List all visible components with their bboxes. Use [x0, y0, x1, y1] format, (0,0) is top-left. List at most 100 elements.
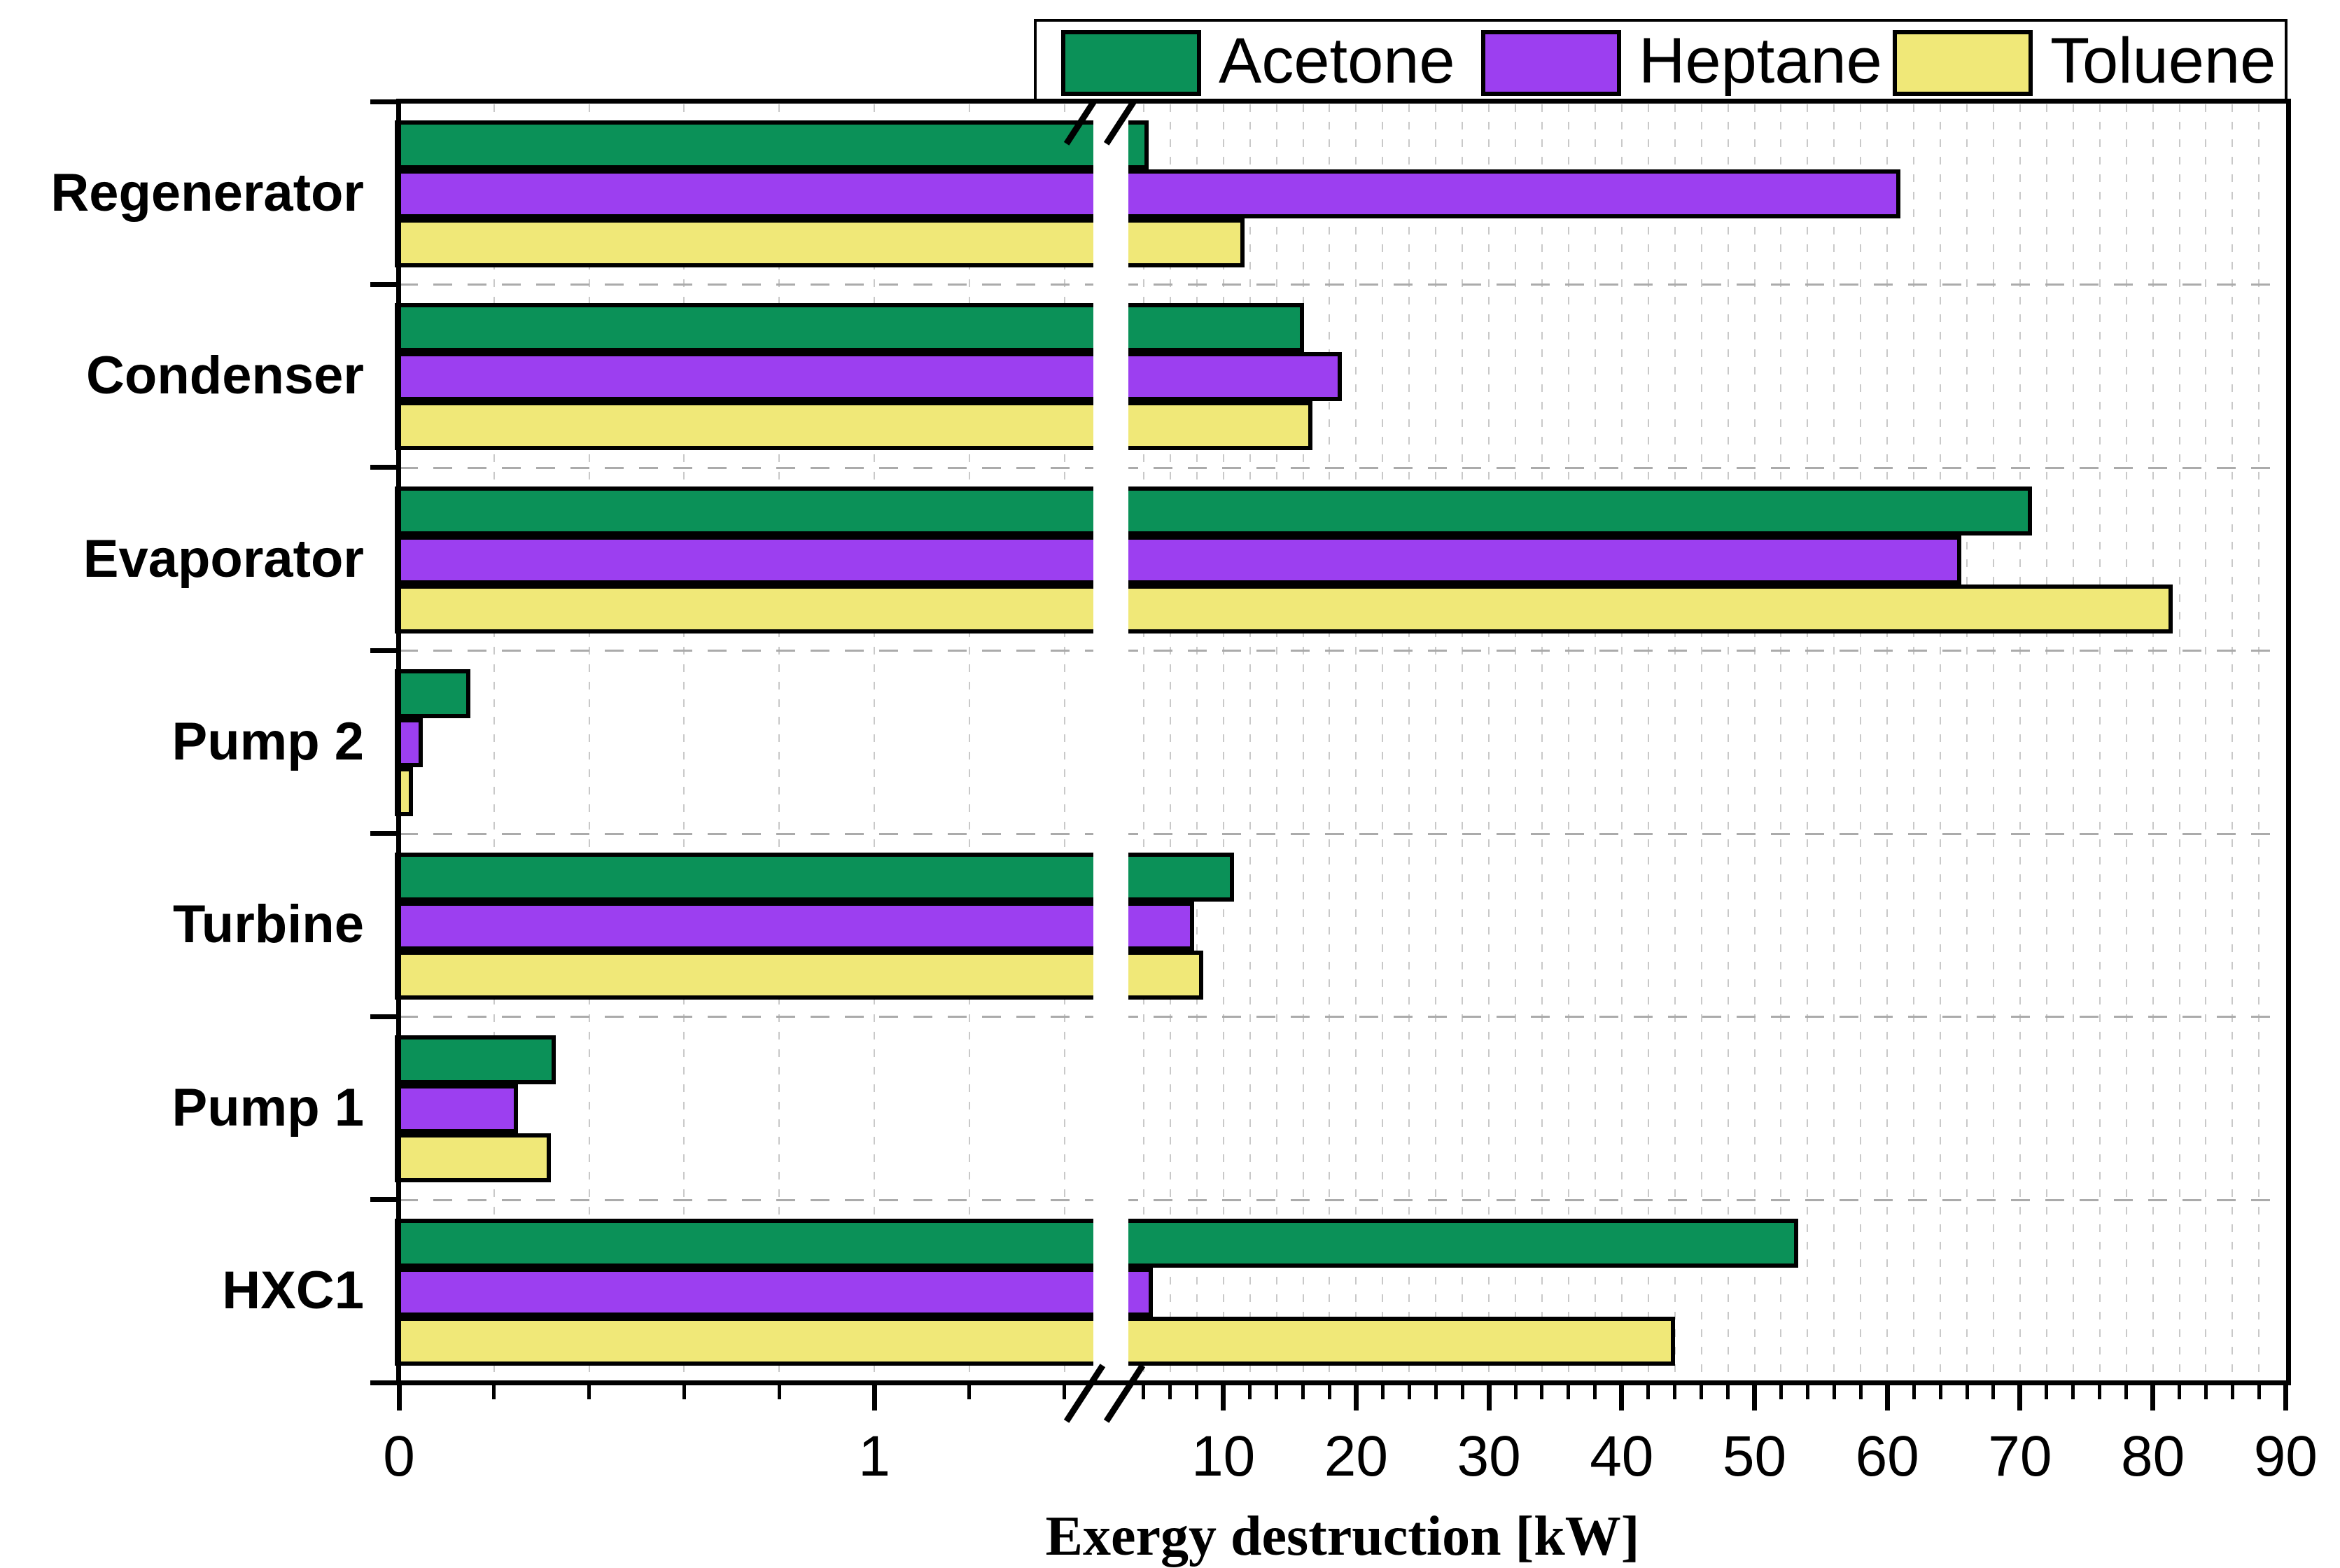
x-minor-tick: [2098, 1385, 2102, 1399]
x-minor-tick: [682, 1385, 686, 1399]
x-minor-tick: [2178, 1385, 2182, 1399]
x-minor-tick: [1248, 1385, 1252, 1399]
legend-label-acetone: Acetone: [1219, 25, 1455, 97]
vertical-gridline: [1594, 104, 1596, 1377]
x-minor-tick: [1063, 1385, 1067, 1399]
x-major-tick: [2150, 1385, 2156, 1410]
vertical-gridline: [1833, 104, 1835, 1377]
x-minor-tick: [1593, 1385, 1597, 1399]
x-tick-label: 10: [1191, 1424, 1256, 1488]
vertical-gridline: [1567, 104, 1569, 1377]
bar-acetone-evaporator: [395, 486, 2032, 536]
x-major-tick: [1884, 1385, 1890, 1410]
y-category-label: HXC1: [222, 1261, 364, 1321]
x-minor-tick: [1726, 1385, 1730, 1399]
vertical-gridline: [1913, 104, 1915, 1377]
x-tick-label: 30: [1457, 1424, 1521, 1488]
vertical-gridline: [1063, 104, 1065, 1377]
x-major-tick: [1752, 1385, 1757, 1410]
vertical-gridline: [2045, 104, 2047, 1377]
x-axis-title: Exergy destruction [kW]: [1045, 1506, 1640, 1567]
vertical-gridline: [1886, 104, 1889, 1377]
vertical-gridline: [1992, 104, 1994, 1377]
bar-heptane-evaporator: [395, 535, 1962, 584]
vertical-gridline: [2178, 104, 2180, 1377]
x-minor-tick: [2204, 1385, 2208, 1399]
x-minor-tick: [1938, 1385, 1942, 1399]
y-major-tick: [370, 1380, 396, 1385]
y-major-tick: [370, 1197, 396, 1203]
x-minor-tick: [2230, 1385, 2234, 1399]
x-minor-tick: [1380, 1385, 1385, 1399]
vertical-gridline: [874, 104, 875, 1377]
x-minor-tick: [1460, 1385, 1464, 1399]
vertical-gridline: [1807, 104, 1809, 1377]
vertical-gridline: [493, 104, 495, 1377]
x-minor-tick: [1142, 1385, 1146, 1399]
y-major-tick: [370, 648, 396, 653]
y-category-label: Evaporator: [83, 528, 364, 589]
bar-toluene-evaporator: [395, 584, 2173, 634]
x-major-tick: [396, 1385, 402, 1410]
x-tick-label: 1: [858, 1424, 890, 1488]
x-minor-tick: [1301, 1385, 1305, 1399]
vertical-gridline: [1860, 104, 1862, 1377]
vertical-gridline: [1329, 104, 1331, 1377]
bar-acetone-pump-1: [395, 1035, 556, 1085]
x-minor-tick: [1168, 1385, 1172, 1399]
horizontal-gridline: [399, 466, 2282, 469]
x-major-tick: [871, 1385, 877, 1410]
vertical-gridline: [1515, 104, 1517, 1377]
vertical-gridline: [1488, 104, 1490, 1377]
vertical-gridline: [1222, 104, 1224, 1377]
y-category-label: Turbine: [172, 895, 364, 955]
y-major-tick: [370, 831, 396, 836]
vertical-gridline: [1355, 104, 1357, 1377]
legend-swatch-toluene: [1893, 30, 2033, 96]
x-minor-tick: [1912, 1385, 1916, 1399]
horizontal-gridline: [399, 650, 2282, 652]
x-minor-tick: [2257, 1385, 2261, 1399]
legend-label-toluene: Toluene: [2050, 25, 2276, 97]
horizontal-gridline: [399, 1198, 2282, 1201]
vertical-gridline: [1647, 104, 1649, 1377]
y-major-tick: [370, 1014, 396, 1019]
axis-break-gap: [1093, 104, 1128, 1377]
vertical-gridline: [968, 104, 970, 1377]
x-major-tick: [1353, 1385, 1359, 1410]
x-minor-tick: [1646, 1385, 1651, 1399]
x-minor-tick: [1858, 1385, 1863, 1399]
x-tick-label: 20: [1324, 1424, 1388, 1488]
legend-swatch-acetone: [1061, 30, 1201, 96]
x-minor-tick: [1327, 1385, 1331, 1399]
x-minor-tick: [1779, 1385, 1783, 1399]
x-tick-label: 90: [2253, 1424, 2318, 1488]
x-minor-tick: [1832, 1385, 1836, 1399]
x-major-tick: [1486, 1385, 1492, 1410]
y-major-tick: [370, 281, 396, 287]
vertical-gridline: [1275, 104, 1277, 1377]
horizontal-gridline: [399, 832, 2282, 835]
x-major-tick: [2283, 1385, 2288, 1410]
vertical-gridline: [1727, 104, 1729, 1377]
x-minor-tick: [1434, 1385, 1438, 1399]
x-tick-label: 80: [2120, 1424, 2185, 1488]
x-tick-label: 40: [1590, 1424, 1654, 1488]
legend: Acetone Heptane Toluene: [1034, 19, 2288, 102]
x-minor-tick: [1567, 1385, 1571, 1399]
vertical-gridline: [2205, 104, 2207, 1377]
vertical-gridline: [2258, 104, 2260, 1377]
x-minor-tick: [1407, 1385, 1411, 1399]
vertical-gridline: [1249, 104, 1251, 1377]
vertical-gridline: [1196, 104, 1198, 1377]
vertical-gridline: [1780, 104, 1782, 1377]
y-category-label: Pump 2: [171, 712, 365, 771]
vertical-gridline: [1382, 104, 1384, 1377]
x-tick-label: 60: [1855, 1424, 1919, 1488]
bar-toluene-hxc1: [395, 1316, 1675, 1366]
vertical-gridline: [683, 104, 685, 1377]
x-minor-tick: [1805, 1385, 1809, 1399]
bar-toluene-condenser: [395, 401, 1312, 451]
y-category-label: Pump 1: [171, 1077, 365, 1138]
